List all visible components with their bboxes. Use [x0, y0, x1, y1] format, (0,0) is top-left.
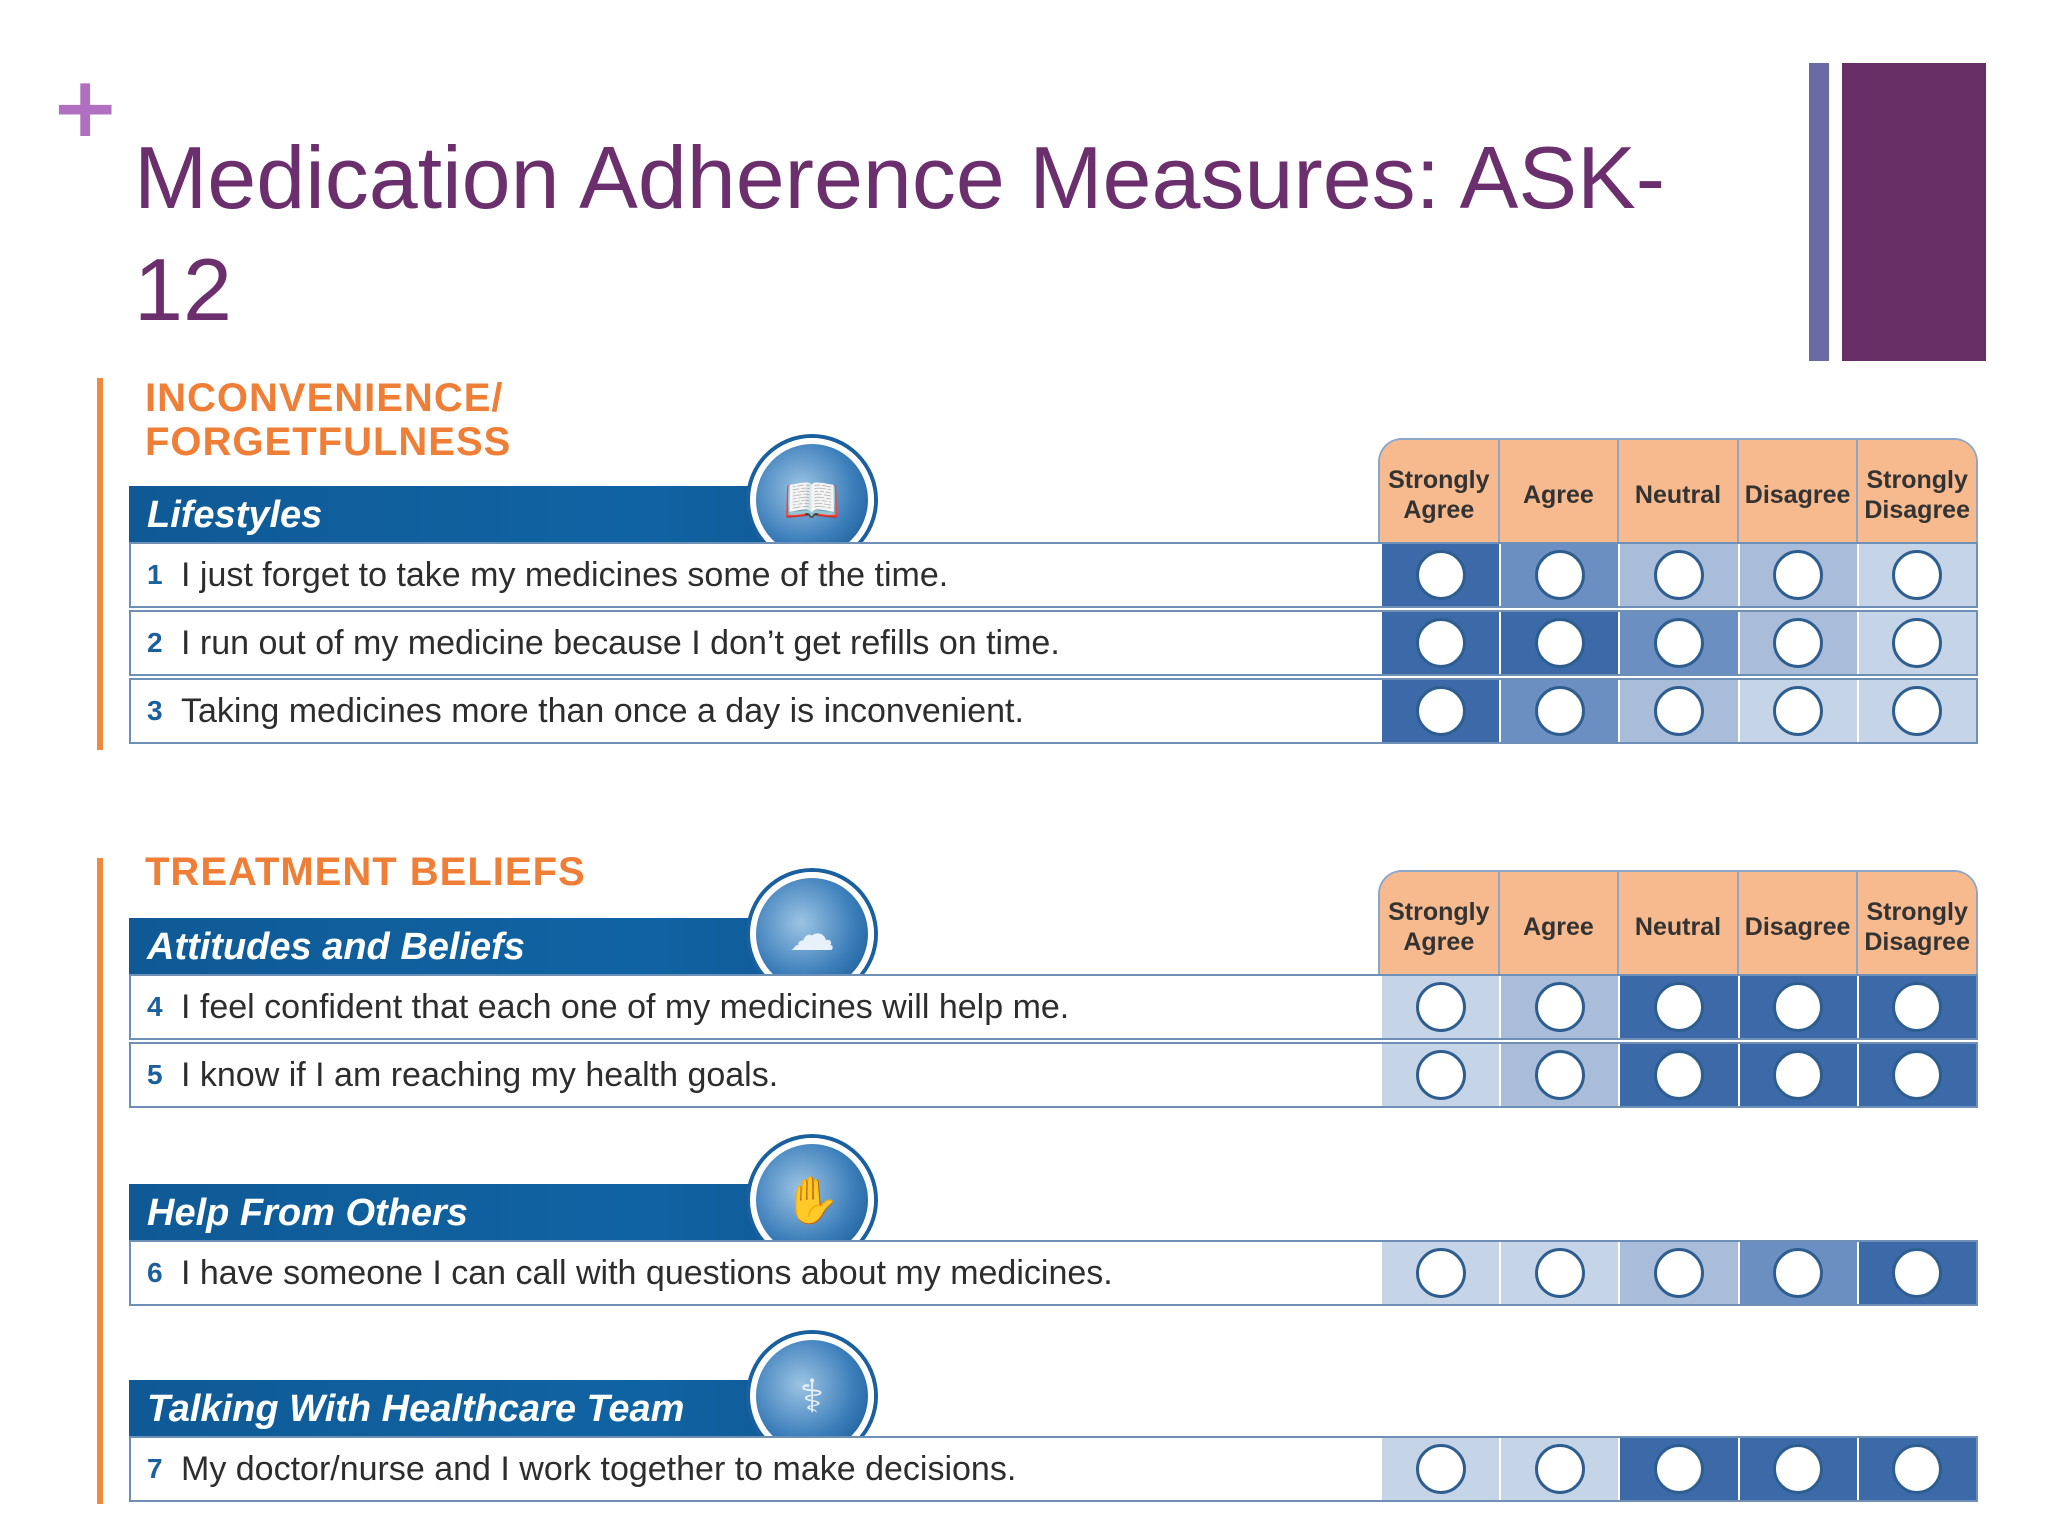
- question-row-1: 1 I just forget to take my medicines some…: [129, 542, 1978, 608]
- group-header-healthcare-team: Talking With Healthcare Team: [129, 1380, 809, 1438]
- question-row-3: 3 Taking medicines more than once a day i…: [129, 678, 1978, 744]
- question-number: 7: [147, 1453, 163, 1484]
- radio-disagree[interactable]: [1773, 618, 1824, 668]
- radio-agree[interactable]: [1534, 550, 1585, 600]
- question-row-4: 4 I feel confident that each one of my me…: [129, 974, 1978, 1040]
- question-text: I have someone I can call with questions…: [181, 1253, 1113, 1292]
- radio-agree[interactable]: [1534, 1050, 1585, 1100]
- section-title-treatment-beliefs: TREATMENT BELIEFS: [145, 850, 586, 894]
- radio-strongly-disagree[interactable]: [1892, 1248, 1943, 1298]
- question-text: I just forget to take my medicines some …: [181, 555, 949, 594]
- radio-strongly-agree[interactable]: [1415, 982, 1466, 1032]
- scale-label-strongly-agree: Strongly Agree: [1380, 440, 1500, 542]
- question-text: I feel confident that each one of my med…: [181, 987, 1070, 1026]
- question-text: I know if I am reaching my health goals.: [181, 1055, 779, 1094]
- question-number: 4: [147, 991, 163, 1022]
- decorative-bar-thick: [1842, 63, 1986, 361]
- scale-label-strongly-agree: Strongly Agree: [1380, 872, 1500, 974]
- scale-header-2: Strongly Agree Agree Neutral Disagree St…: [1378, 870, 1978, 974]
- question-row-6: 6 I have someone I can call with question…: [129, 1240, 1978, 1306]
- radio-disagree[interactable]: [1773, 1050, 1824, 1100]
- slide-title-line2: 12: [134, 240, 232, 339]
- decorative-bar-thin: [1809, 63, 1829, 361]
- question-row-5: 5 I know if I am reaching my health goals…: [129, 1042, 1978, 1108]
- radio-strongly-agree[interactable]: [1415, 1444, 1466, 1494]
- question-number: 2: [147, 627, 163, 658]
- question-text: Taking medicines more than once a day is…: [181, 691, 1024, 730]
- radio-neutral[interactable]: [1654, 982, 1704, 1032]
- question-number: 5: [147, 1059, 163, 1090]
- radio-strongly-agree[interactable]: [1415, 1248, 1466, 1298]
- radio-agree[interactable]: [1534, 686, 1585, 736]
- question-row-7: 7 My doctor/nurse and I work together to …: [129, 1436, 1978, 1502]
- slide-title-line1: Medication Adherence Measures: ASK-: [134, 128, 1666, 227]
- scale-label-neutral: Neutral: [1619, 440, 1739, 542]
- radio-agree[interactable]: [1534, 1444, 1585, 1494]
- radio-disagree[interactable]: [1773, 686, 1824, 736]
- radio-disagree[interactable]: [1773, 550, 1824, 600]
- radio-strongly-disagree[interactable]: [1892, 550, 1943, 600]
- scale-label-disagree: Disagree: [1738, 872, 1859, 974]
- radio-neutral[interactable]: [1654, 1444, 1704, 1494]
- group-header-lifestyles: Lifestyles: [129, 486, 809, 544]
- radio-neutral[interactable]: [1654, 618, 1704, 668]
- radio-strongly-disagree[interactable]: [1892, 618, 1943, 668]
- question-number: 6: [147, 1257, 163, 1288]
- section-rule-treatment-beliefs: [97, 858, 103, 1504]
- radio-neutral[interactable]: [1654, 686, 1704, 736]
- scale-label-agree: Agree: [1499, 440, 1620, 542]
- radio-strongly-disagree[interactable]: [1892, 1050, 1943, 1100]
- slide-title: Medication Adherence Measures: ASK- 12: [134, 122, 1754, 346]
- radio-strongly-agree[interactable]: [1415, 1050, 1466, 1100]
- radio-disagree[interactable]: [1773, 1444, 1824, 1494]
- radio-neutral[interactable]: [1654, 1248, 1704, 1298]
- radio-strongly-disagree[interactable]: [1892, 686, 1943, 736]
- section-rule-inconvenience: [97, 378, 103, 750]
- radio-disagree[interactable]: [1773, 982, 1824, 1032]
- radio-strongly-agree[interactable]: [1415, 686, 1466, 736]
- group-header-attitudes-beliefs: Attitudes and Beliefs: [129, 918, 809, 976]
- question-text: I run out of my medicine because I don’t…: [181, 623, 1060, 662]
- section-title-inconvenience: INCONVENIENCE/ FORGETFULNESS: [145, 376, 512, 464]
- book-icon: 📖: [750, 438, 874, 562]
- plus-icon: +: [50, 58, 121, 156]
- radio-strongly-disagree[interactable]: [1892, 1444, 1943, 1494]
- radio-disagree[interactable]: [1773, 1248, 1824, 1298]
- radio-agree[interactable]: [1534, 618, 1585, 668]
- radio-neutral[interactable]: [1654, 1050, 1704, 1100]
- scale-header-1: Strongly Agree Agree Neutral Disagree St…: [1378, 438, 1978, 542]
- radio-neutral[interactable]: [1654, 550, 1704, 600]
- scale-label-strongly-disagree: Strongly Disagree: [1858, 872, 1976, 974]
- scale-label-disagree: Disagree: [1738, 440, 1859, 542]
- scale-label-strongly-disagree: Strongly Disagree: [1858, 440, 1976, 542]
- radio-strongly-agree[interactable]: [1415, 550, 1466, 600]
- scale-label-agree: Agree: [1499, 872, 1620, 974]
- scale-label-neutral: Neutral: [1619, 872, 1739, 974]
- radio-agree[interactable]: [1534, 1248, 1585, 1298]
- radio-strongly-agree[interactable]: [1415, 618, 1466, 668]
- radio-agree[interactable]: [1534, 982, 1585, 1032]
- question-number: 1: [147, 559, 163, 590]
- question-row-2: 2 I run out of my medicine because I don’…: [129, 610, 1978, 676]
- question-text: My doctor/nurse and I work together to m…: [181, 1449, 1017, 1488]
- radio-strongly-disagree[interactable]: [1892, 982, 1943, 1032]
- group-header-help-from-others: Help From Others: [129, 1184, 809, 1242]
- question-number: 3: [147, 695, 163, 726]
